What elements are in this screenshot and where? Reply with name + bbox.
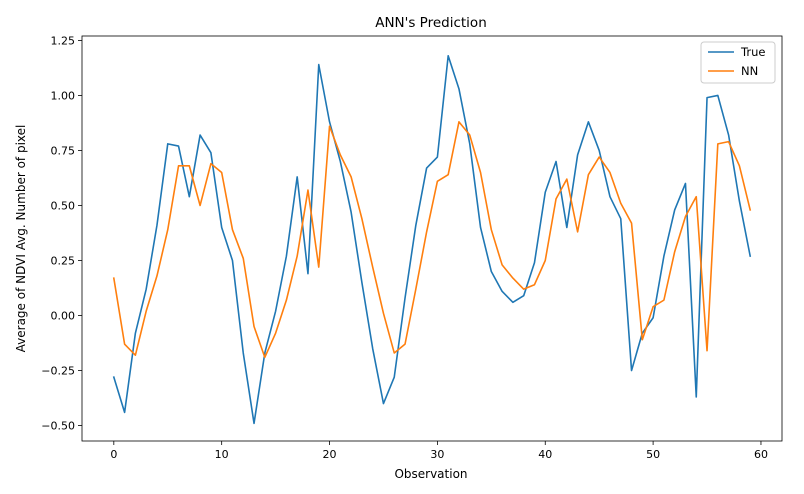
x-tick-label: 30 [430,448,444,461]
y-tick-label: 0.75 [51,144,76,157]
x-tick-label: 20 [323,448,337,461]
series-line-nn [112,121,752,359]
chart-title: ANN's Prediction [375,15,487,31]
plot-frame [81,35,783,442]
y-axis: −0.50 −0.25 0.00 0.25 0.50 0.75 1.00 1.25 [41,34,82,433]
x-tick-label: 0 [110,448,117,461]
x-axis: 0 10 20 30 40 50 60 [110,441,768,461]
y-tick-label: 0.00 [51,310,76,323]
x-tick-label: 10 [215,448,229,461]
y-tick-label: −0.25 [41,365,75,378]
series-line-true [112,55,752,425]
legend-label-true: True [740,45,765,59]
legend-label-nn: NN [741,64,758,78]
legend: True NN [700,41,776,84]
series-layer [112,55,752,425]
x-axis-label: Observation [394,467,467,481]
x-tick-label: 50 [646,448,660,461]
x-tick-label: 60 [754,448,768,461]
y-axis-label: Average of NDVI Avg. Number of pixel [14,125,28,353]
x-tick-label: 40 [538,448,552,461]
y-tick-label: 1.00 [51,89,76,102]
y-tick-label: 0.25 [51,255,76,268]
y-tick-label: 1.25 [51,34,76,47]
y-tick-label: −0.50 [41,420,75,433]
y-tick-label: 0.50 [51,199,76,212]
